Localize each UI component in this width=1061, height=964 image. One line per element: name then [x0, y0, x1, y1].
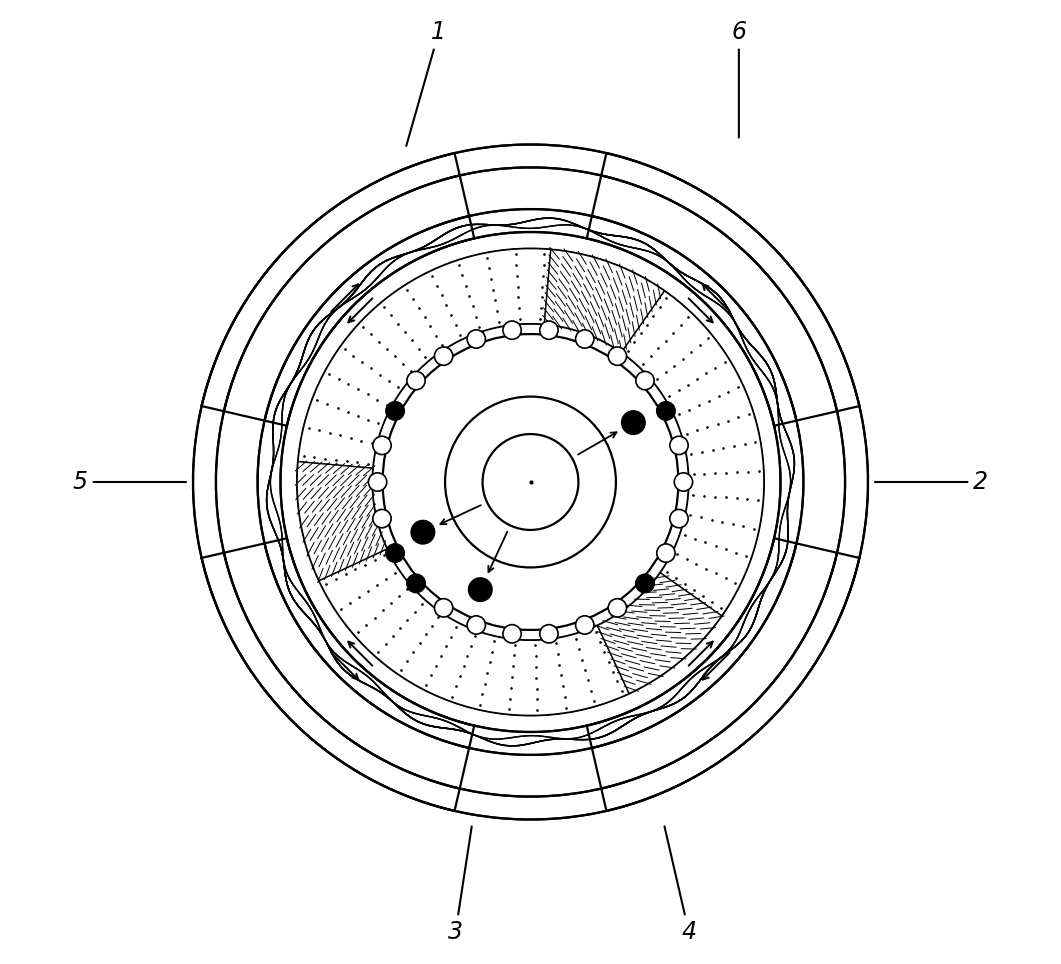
Circle shape [412, 521, 435, 544]
Circle shape [540, 321, 558, 339]
Text: 4: 4 [664, 826, 696, 944]
Circle shape [636, 575, 655, 593]
Polygon shape [544, 250, 664, 352]
Text: 2: 2 [875, 470, 988, 494]
Circle shape [503, 625, 521, 643]
Polygon shape [297, 462, 387, 580]
Circle shape [540, 625, 558, 643]
Circle shape [608, 599, 627, 617]
Polygon shape [298, 249, 551, 469]
Circle shape [657, 402, 675, 420]
Circle shape [636, 371, 655, 389]
Circle shape [368, 472, 386, 492]
Circle shape [372, 509, 392, 527]
Circle shape [669, 509, 689, 527]
Circle shape [406, 575, 425, 593]
Circle shape [503, 321, 521, 339]
Circle shape [386, 402, 404, 420]
Text: 6: 6 [731, 20, 746, 138]
Text: 3: 3 [448, 826, 472, 944]
Circle shape [434, 347, 453, 365]
Polygon shape [319, 549, 629, 715]
Circle shape [469, 578, 492, 602]
Circle shape [575, 330, 594, 348]
Circle shape [675, 472, 693, 492]
Circle shape [467, 616, 486, 634]
Circle shape [669, 437, 689, 455]
Circle shape [386, 544, 404, 562]
Circle shape [467, 330, 486, 348]
Circle shape [622, 411, 645, 435]
Text: 5: 5 [73, 470, 186, 494]
Circle shape [372, 437, 392, 455]
Text: 1: 1 [406, 20, 447, 146]
Circle shape [657, 544, 675, 562]
Circle shape [434, 599, 453, 617]
Circle shape [575, 616, 594, 634]
Circle shape [406, 371, 425, 389]
Polygon shape [622, 291, 764, 616]
Polygon shape [597, 573, 721, 693]
Circle shape [608, 347, 627, 365]
